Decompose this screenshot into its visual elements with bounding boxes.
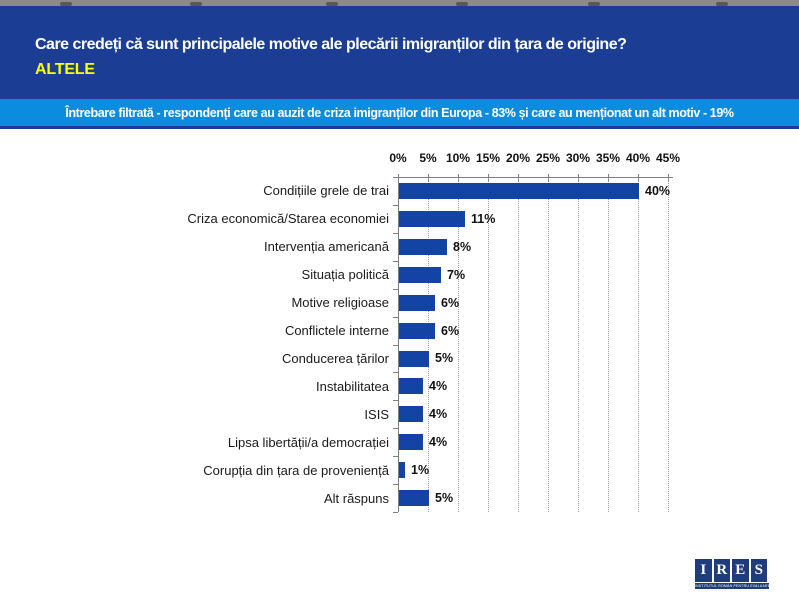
filter-note-bar: Întrebare filtrată - respondenți care au… <box>0 99 799 129</box>
category-axis-tick <box>393 260 398 262</box>
category-axis-tick <box>393 400 398 402</box>
x-axis-tick-mark <box>458 174 459 181</box>
category-axis-tick <box>393 288 398 290</box>
gridline <box>488 178 489 512</box>
x-axis-tick-mark <box>578 174 579 181</box>
artifact-mark <box>716 2 728 6</box>
gridline <box>578 178 579 512</box>
artifact-mark <box>456 2 468 6</box>
ires-logo-square: R <box>713 559 730 582</box>
x-axis-tick-label: 5% <box>419 151 437 165</box>
bar <box>399 210 465 227</box>
bar <box>399 266 441 283</box>
x-axis-tick-mark <box>428 174 429 181</box>
bar-value-label: 7% <box>447 267 466 282</box>
bar-value-label: 8% <box>453 239 472 254</box>
x-axis-tick-label: 0% <box>389 151 407 165</box>
category-label: Conducerea țărilor <box>282 350 389 366</box>
bar <box>399 490 429 506</box>
category-axis-tick <box>393 456 398 458</box>
bar-value-label: 5% <box>435 351 454 366</box>
gridline <box>638 178 639 512</box>
question-category: ALTELE <box>35 61 95 78</box>
slide-header: Care credeți că sunt principalele motive… <box>0 6 799 99</box>
category-label: Lipsa libertății/a democrației <box>227 434 389 450</box>
ires-logo-square: I <box>695 559 712 582</box>
gridline <box>518 178 519 512</box>
gridline <box>608 178 609 512</box>
gridline <box>668 178 669 512</box>
bar-value-label: 4% <box>429 379 448 394</box>
artifact-mark <box>60 2 72 6</box>
category-axis-tick <box>393 316 398 318</box>
category-label: Alt răspuns <box>323 490 389 506</box>
bar <box>399 350 429 367</box>
bar-value-label: 4% <box>429 407 448 422</box>
category-label: Conflictele interne <box>284 323 389 339</box>
gridline <box>548 178 549 512</box>
bar-value-label: 6% <box>441 295 460 310</box>
bar-value-label: 1% <box>411 463 430 478</box>
x-axis-tick-mark <box>518 174 519 181</box>
x-axis-tick-mark <box>668 174 669 181</box>
category-axis-tick <box>393 177 398 178</box>
bar <box>399 434 423 451</box>
artifact-mark <box>588 2 600 6</box>
x-axis-tick-label: 15% <box>475 151 501 165</box>
category-axis-tick <box>393 344 398 346</box>
x-axis-tick-mark <box>608 174 609 181</box>
x-axis-tick-mark <box>488 174 489 181</box>
x-axis-line <box>393 177 673 178</box>
category-label: Instabilitatea <box>316 378 389 394</box>
category-label: Criza economică/Starea economiei <box>187 211 389 227</box>
bar <box>399 462 405 479</box>
bar <box>399 322 435 339</box>
x-axis-tick-mark <box>638 174 639 181</box>
ires-logo-tagline: INSTITUTUL ROMÂN PENTRU EVALUARE ȘI STRA… <box>695 583 769 589</box>
screen-edge-artifact <box>0 0 799 6</box>
category-axis-tick <box>393 204 398 206</box>
category-axis-tick <box>393 372 398 374</box>
bar-value-label: 40% <box>645 183 671 198</box>
artifact-mark <box>190 2 202 6</box>
bar-value-label: 4% <box>429 435 448 450</box>
bar <box>399 406 423 423</box>
category-axis-tick <box>393 512 398 513</box>
category-label: Condițiile grele de trai <box>263 183 389 199</box>
category-label: Intervenția americană <box>263 239 389 255</box>
gridline <box>458 178 459 512</box>
gridline <box>428 178 429 512</box>
x-axis-tick-mark <box>548 174 549 181</box>
ires-logo-square: S <box>750 559 767 582</box>
category-axis-tick <box>393 232 398 234</box>
filter-note-text: Întrebare filtrată - respondenți care au… <box>65 105 734 120</box>
question-title: Care credeți că sunt principalele motive… <box>35 36 627 53</box>
x-axis-tick-label: 30% <box>565 151 591 165</box>
x-axis-tick-label: 35% <box>595 151 621 165</box>
category-axis-tick <box>393 428 398 430</box>
x-axis-tick-label: 45% <box>655 151 681 165</box>
artifact-mark <box>326 2 338 6</box>
category-label: Corupția din țara de proveniență <box>203 462 389 478</box>
category-label: Motive religioase <box>291 295 389 311</box>
bar-value-label: 5% <box>435 491 454 506</box>
bar <box>399 294 435 311</box>
y-axis-line <box>398 177 399 512</box>
x-axis-tick-label: 20% <box>505 151 531 165</box>
x-axis-tick-label: 40% <box>625 151 651 165</box>
category-axis-tick <box>393 484 398 486</box>
bar <box>399 238 447 255</box>
bar-value-label: 6% <box>441 323 460 338</box>
ires-logo-square: E <box>732 559 749 582</box>
bar <box>399 183 639 199</box>
bar-value-label: 11% <box>471 211 496 226</box>
category-label: Situația politică <box>301 267 389 283</box>
x-axis-tick-label: 25% <box>535 151 561 165</box>
bar <box>399 378 423 395</box>
category-label: ISIS <box>364 406 389 422</box>
x-axis-tick-label: 10% <box>445 151 471 165</box>
